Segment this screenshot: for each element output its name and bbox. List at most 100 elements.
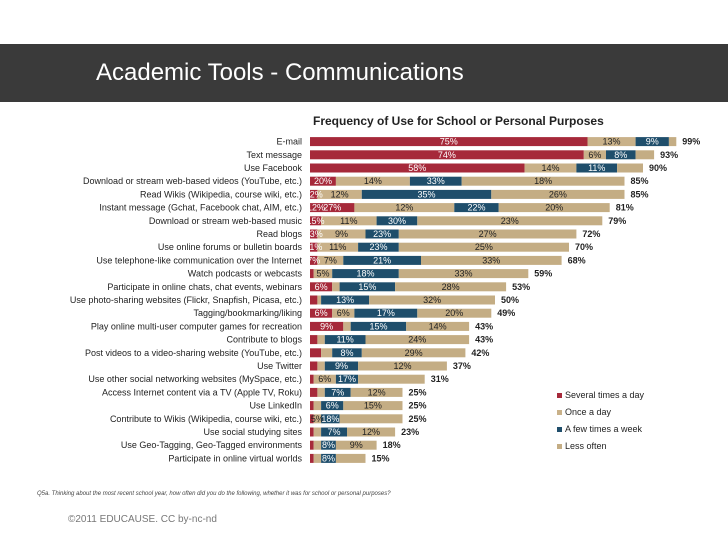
- legend-label: Several times a day: [565, 390, 645, 400]
- segment-label: 9%: [646, 137, 659, 147]
- segment-label: 6%: [326, 401, 339, 411]
- bar-segment: [617, 163, 643, 173]
- segment-label: 6%: [337, 308, 350, 318]
- legend-label: A few times a week: [565, 424, 643, 434]
- segment-label: 17%: [377, 308, 395, 318]
- segment-label: 23%: [369, 242, 387, 252]
- segment-label: 13%: [336, 295, 354, 305]
- bar-segment: [417, 308, 492, 318]
- segment-label: 6%: [588, 150, 601, 160]
- segment-label: 6%: [315, 282, 328, 292]
- category-label: Use Facebook: [244, 163, 303, 173]
- segment-label: 9%: [320, 321, 333, 331]
- bar-segment: [365, 229, 399, 239]
- category-label: Tagging/bookmarking/liking: [193, 308, 302, 318]
- bar-segment: [310, 321, 344, 331]
- bar-segment: [343, 255, 421, 265]
- segment-label: 11%: [340, 216, 357, 226]
- bar-segment: [339, 414, 403, 424]
- total-label: 43%: [475, 321, 493, 331]
- segment-label: 14%: [429, 321, 447, 331]
- bar-segment: [635, 137, 669, 147]
- bar-segment: [335, 374, 359, 384]
- segment-label: 11%: [588, 163, 605, 173]
- total-label: 31%: [431, 374, 449, 384]
- bar-segment: [332, 282, 340, 292]
- segment-label: 35%: [418, 189, 436, 199]
- bar-segment: [310, 401, 314, 411]
- legend-label: Once a day: [565, 407, 612, 417]
- category-label: E-mail: [276, 137, 302, 147]
- bar-segment: [321, 427, 347, 437]
- bar-segment: [347, 427, 396, 437]
- bar-segment: [310, 176, 336, 186]
- segment-label: 26%: [549, 189, 567, 199]
- segment-label: 24%: [408, 335, 426, 345]
- total-label: 49%: [497, 308, 515, 318]
- bar-segment: [317, 335, 325, 345]
- bar-segment: [332, 348, 362, 358]
- bar-segment: [335, 176, 410, 186]
- segment-label: 13%: [305, 229, 323, 239]
- segment-label: 33%: [482, 255, 500, 265]
- category-label: Use Geo-Tagging, Geo-Tagged environments: [121, 440, 303, 450]
- segment-label: 6%: [315, 308, 328, 318]
- total-label: 25%: [409, 401, 427, 411]
- segment-label: 30%: [388, 216, 406, 226]
- segment-label: 15%: [364, 401, 382, 411]
- bar-segment: [317, 189, 362, 199]
- legend-label: Less often: [565, 441, 607, 451]
- category-label: Play online multi-user computer games fo…: [91, 321, 302, 331]
- segment-label: 23%: [501, 216, 519, 226]
- bar-segment: [313, 401, 322, 411]
- segment-label: 17%: [338, 374, 356, 384]
- segment-label: 21%: [373, 255, 391, 265]
- bar-segment: [317, 295, 322, 305]
- category-label: Post videos to a video-sharing website (…: [85, 348, 302, 358]
- bar-segment: [668, 137, 677, 147]
- segment-label: 8%: [614, 150, 627, 160]
- total-label: 25%: [409, 414, 427, 424]
- bar-segment: [358, 374, 425, 384]
- bar-segment: [310, 361, 318, 371]
- bar-segment: [310, 163, 525, 173]
- bar-segment: [335, 440, 377, 450]
- total-label: 15%: [372, 453, 390, 463]
- bar-segment: [350, 387, 403, 397]
- segment-label: 18%: [534, 176, 552, 186]
- segment-label: 12%: [331, 189, 349, 199]
- bar-segment: [313, 414, 322, 424]
- segment-label: 74%: [438, 150, 456, 160]
- segment-label: 8%: [322, 440, 335, 450]
- total-label: 53%: [512, 282, 530, 292]
- bar-segment: [361, 348, 466, 358]
- title-bar: Academic Tools - Communications: [0, 44, 728, 102]
- segment-label: 18%: [356, 269, 374, 279]
- bar-segment: [361, 189, 492, 199]
- bar-segment: [324, 335, 366, 345]
- segment-label: 9%: [335, 361, 348, 371]
- segment-label: 15%: [358, 282, 376, 292]
- bar-segment: [339, 282, 396, 292]
- segment-label: 20%: [445, 308, 463, 318]
- bar-segment: [321, 414, 340, 424]
- segment-label: 15%: [307, 216, 325, 226]
- bar-segment: [343, 401, 403, 411]
- category-label: Download or stream web-based videos (You…: [83, 176, 302, 186]
- category-label: Use photo-sharing websites (Flickr, Snap…: [70, 295, 302, 305]
- bar-segment: [587, 137, 636, 147]
- category-label: Contribute to Wikis (Wikipedia, course w…: [110, 414, 302, 424]
- category-label: Download or stream web-based music: [149, 216, 303, 226]
- bar-segment: [317, 229, 366, 239]
- category-label: Instant message (Gchat, Facebook chat, A…: [99, 203, 302, 213]
- bar-segment: [310, 387, 318, 397]
- bar-segment: [317, 242, 359, 252]
- category-label: Use telephone-like communication over th…: [96, 255, 302, 265]
- bar-segment: [317, 361, 325, 371]
- segment-label: 6%: [318, 374, 331, 384]
- segment-label: 5%: [316, 269, 329, 279]
- bar-segment: [313, 427, 322, 437]
- legend-swatch: [557, 427, 562, 432]
- bar-segment: [310, 348, 322, 358]
